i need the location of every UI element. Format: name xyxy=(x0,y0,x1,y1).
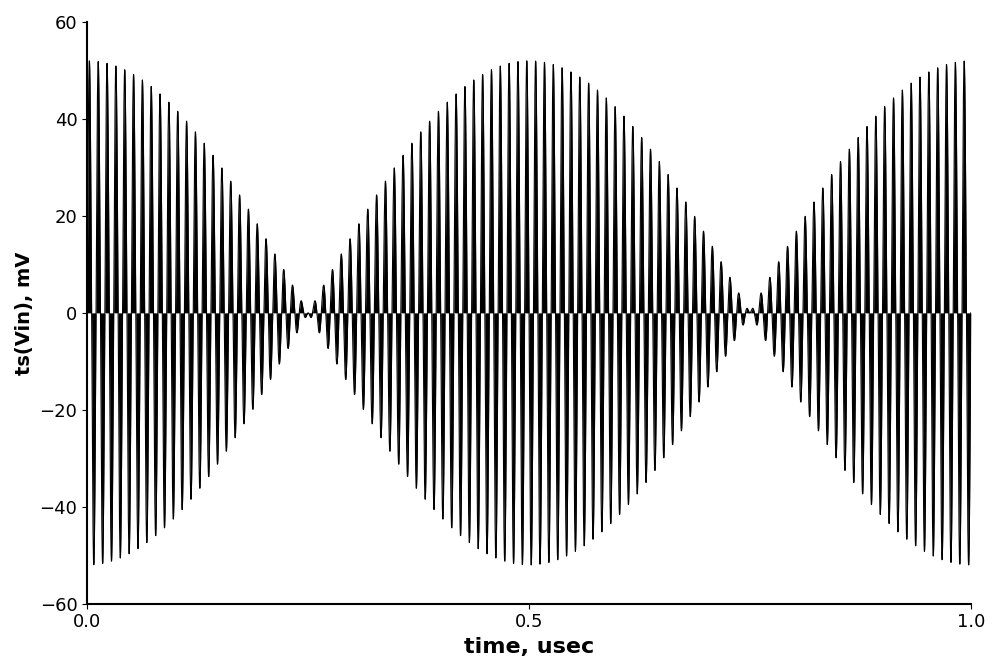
Y-axis label: ts(Vin), mV: ts(Vin), mV xyxy=(15,251,34,374)
X-axis label: time, usec: time, usec xyxy=(464,637,594,657)
